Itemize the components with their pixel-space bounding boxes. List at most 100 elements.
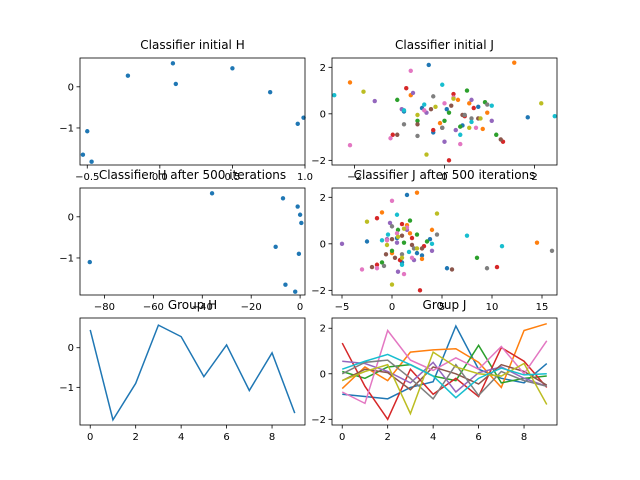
- y-tick-label: 2: [320, 63, 326, 74]
- x-tick-label: 0: [87, 432, 93, 443]
- data-point: [431, 94, 436, 99]
- data-point: [273, 244, 278, 250]
- data-point: [388, 136, 393, 141]
- data-point: [428, 106, 434, 112]
- axes-title: Classifier J after 500 iterations: [354, 168, 536, 182]
- data-point: [379, 260, 385, 265]
- data-point: [499, 243, 505, 249]
- data-point: [361, 89, 366, 94]
- axes-group-j: 0 2 4 6 8 −2 0 2 Group J: [311, 298, 558, 443]
- x-tick-label: 2: [531, 172, 537, 183]
- x-tick-label: 1.0: [297, 172, 313, 183]
- data-point: [410, 90, 416, 96]
- data-point: [85, 129, 90, 134]
- data-point: [332, 93, 337, 98]
- x-tick-label: −80: [94, 302, 115, 313]
- data-point: [427, 236, 433, 242]
- y-tick-label: −1: [59, 253, 74, 264]
- data-point: [389, 282, 395, 287]
- series-line-7: [341, 359, 547, 400]
- data-point: [359, 267, 365, 272]
- data-point: [415, 112, 420, 118]
- data-point: [389, 248, 395, 253]
- data-point: [384, 242, 390, 248]
- data-point: [295, 204, 300, 209]
- data-point: [385, 232, 391, 237]
- data-point: [458, 124, 463, 129]
- data-point: [431, 127, 436, 133]
- y-tick-label: −1: [59, 383, 74, 394]
- y-tick-label: 0: [320, 239, 326, 250]
- series-line-9: [341, 353, 547, 399]
- data-point: [494, 132, 499, 137]
- data-point: [446, 158, 452, 163]
- data-point: [469, 119, 474, 125]
- data-point: [458, 132, 463, 137]
- data-point: [455, 97, 461, 103]
- data-point: [417, 288, 423, 293]
- y-tick-label: 2: [320, 324, 326, 335]
- data-point: [399, 262, 405, 267]
- x-tick-label: 0: [441, 172, 447, 183]
- x-tick-label: −20: [241, 302, 262, 313]
- data-point: [401, 108, 407, 113]
- data-point: [389, 198, 395, 203]
- data-point: [347, 80, 353, 85]
- axes-classifier-h-500: −80 −60 −40 −20 0 −1 0 Classifier H after 500 i…: [59, 168, 306, 313]
- data-point: [419, 253, 425, 258]
- data-point: [433, 104, 438, 110]
- data-point: [442, 118, 447, 124]
- data-point: [415, 133, 420, 139]
- data-point: [464, 88, 470, 93]
- data-point: [404, 86, 409, 91]
- data-point: [442, 101, 447, 106]
- x-tick-label: 4: [178, 432, 184, 443]
- x-tick-label: 8: [269, 432, 275, 443]
- data-point: [409, 242, 415, 248]
- data-point: [364, 239, 370, 244]
- data-point: [549, 248, 555, 253]
- data-point: [125, 73, 131, 78]
- data-point: [422, 108, 427, 113]
- y-tick-label: 2: [320, 193, 326, 204]
- data-point: [339, 241, 345, 247]
- data-point: [415, 118, 420, 124]
- x-tick-label: 0.0: [152, 172, 168, 183]
- x-tick-label: 0: [389, 302, 395, 313]
- x-tick-label: −0.5: [75, 172, 99, 183]
- axes-title: Classifier initial J: [395, 38, 494, 52]
- data-point: [473, 125, 479, 130]
- x-tick-label: 5: [439, 302, 445, 313]
- data-point: [395, 97, 400, 103]
- data-point: [296, 251, 302, 257]
- data-point: [449, 267, 455, 272]
- x-tick-label: 0: [339, 432, 345, 443]
- data-point: [383, 252, 389, 257]
- series-line-0: [89, 324, 296, 422]
- x-tick-label: 4: [430, 432, 436, 443]
- data-point: [434, 211, 440, 216]
- axes-title: Classifier H after 500 iterations: [99, 168, 286, 182]
- data-point: [464, 233, 470, 238]
- data-point: [437, 120, 443, 126]
- data-point: [458, 141, 463, 147]
- x-tick-label: 6: [475, 432, 481, 443]
- y-tick-label: 0: [68, 82, 74, 93]
- data-point: [478, 116, 483, 121]
- axes-frame: [79, 317, 306, 426]
- data-point: [394, 240, 400, 245]
- data-point: [534, 240, 540, 245]
- data-point: [401, 226, 407, 231]
- data-point: [422, 102, 427, 107]
- data-point: [539, 101, 544, 106]
- x-tick-label: −2: [347, 172, 362, 183]
- data-point: [408, 68, 413, 73]
- data-point: [389, 236, 395, 242]
- data-point: [404, 192, 410, 198]
- data-point: [399, 233, 405, 238]
- data-point: [374, 216, 380, 221]
- data-point: [372, 98, 377, 104]
- x-tick-label: 10: [486, 302, 499, 313]
- y-tick-label: −2: [311, 415, 326, 426]
